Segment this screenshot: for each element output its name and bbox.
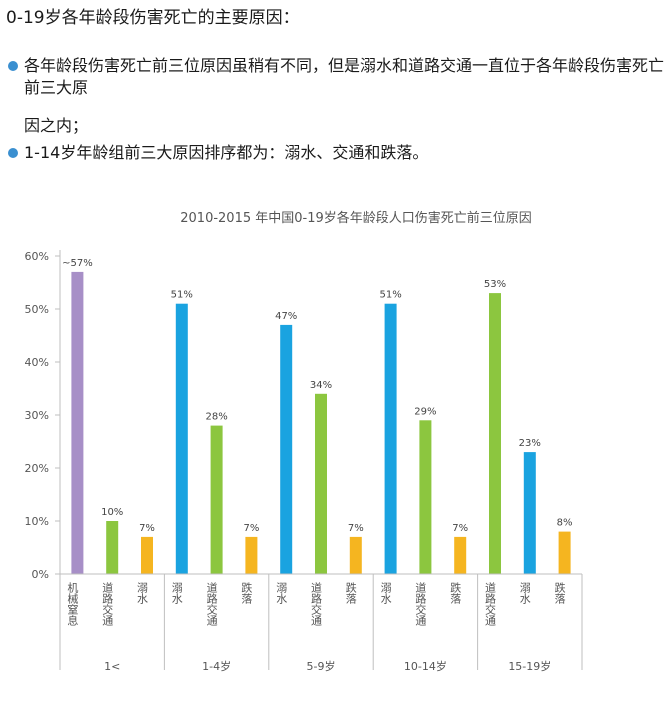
bullet-dot-icon <box>8 61 18 71</box>
bullet-1-line-2: 因之内； <box>24 116 89 135</box>
bar-value-label: 7% <box>139 523 155 534</box>
bar-category-label: 溺水 <box>379 582 392 604</box>
chart-title: 2010-2015 年中国0-19岁各年龄段人口伤害死亡前三位原因 <box>180 210 532 226</box>
y-tick-label: 20% <box>25 462 49 475</box>
bar <box>523 452 536 574</box>
chart-container: 2010-2015 年中国0-19岁各年龄段人口伤害死亡前三位原因 0% 10% 2… <box>0 200 672 702</box>
bar <box>71 271 84 574</box>
bar-value-label: ~57% <box>62 258 93 269</box>
bullet-2-line-1: 1-14岁年龄组前三大原因排序都为：溺水、交通和跌落。 <box>24 143 429 162</box>
bullet-item-2: 1-14岁年龄组前三大原因排序都为：溺水、交通和跌落。 <box>8 142 664 164</box>
bar-value-label: 51% <box>379 290 401 301</box>
bar-category-label: 道路交通 <box>484 581 497 626</box>
bar-category-label: 跌落 <box>344 581 357 605</box>
page-heading: 0-19岁各年龄段伤害死亡的主要原因： <box>6 8 300 28</box>
bar <box>175 303 188 574</box>
group-label: 1-4岁 <box>202 659 231 673</box>
bar <box>315 393 327 574</box>
group-label: 1< <box>104 660 120 673</box>
bar-value-label: 8% <box>557 518 573 529</box>
bar <box>349 536 362 574</box>
y-tick-label: 40% <box>25 356 49 369</box>
group-label: 15-19岁 <box>508 659 551 673</box>
bullet-item-1: 各年龄段伤害死亡前三位原因虽稍有不同，但是溺水和道路交通一直位于各年龄段伤害死亡… <box>8 55 664 137</box>
bars-layer: ~57% 10% 7% 51% 28% 7% 47% 34% 7% 51% 29% 7% 53% 23% 8… <box>62 258 573 574</box>
bar-category-label: 溺水 <box>136 582 149 604</box>
bar-category-label: 道路交通 <box>101 581 114 626</box>
bar-value-label: 10% <box>101 507 123 518</box>
bar-value-label: 29% <box>414 406 436 417</box>
y-tick-label: 10% <box>25 515 49 528</box>
bar-chart: 2010-2015 年中国0-19岁各年龄段人口伤害死亡前三位原因 0% 10% 2… <box>25 210 583 673</box>
bar <box>141 536 153 574</box>
y-tick-label: 50% <box>25 303 49 316</box>
bullet-dot-icon <box>8 148 18 158</box>
group-label: 10-14岁 <box>404 659 447 673</box>
bar <box>558 531 571 574</box>
bar-value-label: 53% <box>484 279 506 290</box>
bar <box>419 420 432 574</box>
bar <box>210 425 223 574</box>
bar-value-label: 47% <box>275 311 297 322</box>
bar <box>384 303 397 574</box>
bar-category-label: 跌落 <box>240 581 253 605</box>
bullet-1-line-1: 各年龄段伤害死亡前三位原因虽稍有不同，但是溺水和道路交通一直位于各年龄段伤害死亡… <box>24 56 665 97</box>
bar-value-label: 28% <box>205 412 227 423</box>
bar-category-label: 机械窒息 <box>66 581 79 626</box>
bar-value-label: 7% <box>348 523 364 534</box>
bar <box>489 293 501 574</box>
bar-category-label: 溺水 <box>275 582 288 604</box>
bar-category-label: 溺水 <box>518 582 531 604</box>
bar <box>454 536 467 574</box>
bar-category-label: 道路交通 <box>414 581 427 626</box>
bar-value-label: 51% <box>171 290 193 301</box>
bar <box>280 324 293 574</box>
bar-category-label: 溺水 <box>170 582 183 604</box>
bar-value-label: 34% <box>310 380 332 391</box>
bar-value-label: 7% <box>452 523 468 534</box>
bar <box>106 521 119 574</box>
bar-category-label: 道路交通 <box>205 581 218 626</box>
bar <box>245 536 258 574</box>
y-tick-label: 30% <box>25 409 49 422</box>
y-axis: 0% 10% 20% 30% 40% 50% 60% <box>25 250 61 581</box>
bar-value-label: 7% <box>243 523 259 534</box>
group-label: 5-9岁 <box>307 659 336 673</box>
bar-category-label: 道路交通 <box>310 581 323 626</box>
bar-category-label: 跌落 <box>449 581 462 605</box>
bar-category-label: 跌落 <box>553 581 566 605</box>
bar-value-label: 23% <box>519 438 541 449</box>
y-tick-label: 60% <box>25 250 49 263</box>
y-tick-label: 0% <box>32 568 49 581</box>
